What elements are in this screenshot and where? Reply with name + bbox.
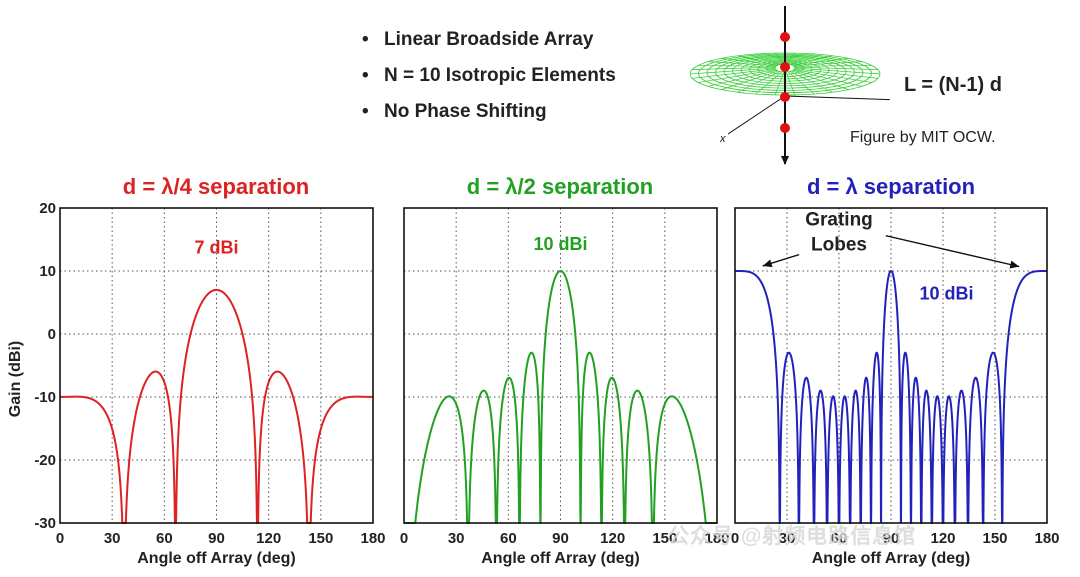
- array-element-dot: [780, 92, 790, 102]
- y-tick-label: 20: [39, 200, 56, 217]
- x-tick-label: 150: [308, 530, 333, 547]
- pattern-mesh-spoke: [698, 69, 776, 83]
- peak-gain-label: 10 dBi: [533, 234, 587, 254]
- x-tick-label: 90: [552, 530, 569, 547]
- y-tick-label: -10: [34, 389, 56, 406]
- grating-lobes-label: Lobes: [811, 235, 867, 256]
- x-tick-label: 90: [208, 530, 225, 547]
- pattern-mesh-spoke: [737, 71, 781, 93]
- x-axis-line: [727, 95, 786, 135]
- pattern-mesh-spoke: [708, 70, 777, 87]
- pattern-mesh-spoke: [793, 61, 862, 66]
- pattern-mesh-spoke: [789, 55, 833, 65]
- pattern-mesh-spoke: [690, 67, 776, 75]
- gain-curve: [404, 269, 717, 524]
- pattern-mesh-spoke: [755, 71, 783, 95]
- pattern-mesh-spoke: [698, 65, 776, 67]
- arrowhead-icon: [1009, 260, 1020, 269]
- x-tick-label: 60: [831, 530, 848, 547]
- pattern-mesh-spoke: [789, 71, 833, 93]
- x-tick-label: 0: [56, 530, 64, 547]
- x-tick-label: 120: [930, 530, 955, 547]
- x-tick-label: 30: [448, 530, 465, 547]
- y-tick-label: 10: [39, 263, 56, 280]
- chart-2-plot: 0 30 60 90 120 150 180 Angle off Array (deg) 10 …: [400, 207, 730, 567]
- plot-frame: [403, 207, 718, 524]
- pattern-mesh-spoke: [794, 67, 881, 75]
- pattern-mesh-spoke: [708, 61, 777, 66]
- chart-1-title: d = λ/4 separation: [122, 174, 310, 199]
- pattern-mesh-spoke: [774, 71, 785, 96]
- gain-curve: [60, 288, 373, 524]
- bullet-item: • Linear Broadside Array: [362, 29, 594, 50]
- x-tick-label: 120: [600, 530, 625, 547]
- x-tick-label: 120: [256, 530, 281, 547]
- pattern-mesh-spoke: [692, 66, 776, 70]
- pattern-mesh-spoke: [721, 70, 779, 90]
- pattern-mesh-spoke: [791, 58, 849, 66]
- pattern-mesh-spoke: [785, 71, 796, 96]
- peak-gain-label: 10 dBi: [919, 283, 973, 303]
- watermark: 公众号 @射频电路信息馆: [668, 525, 917, 548]
- pattern-mesh-spoke: [787, 53, 815, 65]
- y-tick-label: 0: [48, 326, 56, 343]
- x-tick-label: 30: [104, 530, 121, 547]
- pattern-mesh-spoke: [787, 71, 815, 95]
- chart-2-title: d = λ/2 separation: [466, 174, 654, 199]
- plot-frame: [59, 207, 374, 524]
- pattern-mesh-spoke: [692, 68, 776, 79]
- x-tick-label: 180: [360, 530, 385, 547]
- arrowhead-icon: [762, 259, 773, 268]
- pattern-mesh-spoke: [794, 69, 872, 83]
- y-axis-line: [784, 95, 890, 101]
- peak-gain-label: 7 dBi: [194, 237, 238, 257]
- array-elements: [780, 32, 790, 133]
- pattern-mesh-spoke: [737, 55, 781, 65]
- bullet-item: • No Phase Shifting: [362, 101, 547, 122]
- pattern-mesh-spoke: [794, 66, 878, 70]
- x-tick-label: 150: [652, 530, 677, 547]
- pattern-mesh-spoke: [793, 70, 862, 87]
- array-length-formula: L = (N-1) d: [904, 74, 1002, 96]
- x-tick-label: 60: [156, 530, 173, 547]
- y-tick-label: -30: [34, 515, 56, 532]
- y-tick-label: -20: [34, 452, 56, 469]
- x-tick-label: 180: [1034, 530, 1059, 547]
- pattern-mesh-spoke: [794, 65, 872, 67]
- chart-1-plot: 0 30 60 90 120 150 180 -30 -20 -10 0 10 20 Angle off …: [34, 200, 385, 567]
- pattern-mesh-spoke: [791, 70, 849, 90]
- x-tick-label: 0: [731, 530, 739, 547]
- x-axis-letter: x: [719, 133, 726, 145]
- axis-arrow-icon: [781, 156, 789, 165]
- pattern-mesh-spoke: [755, 53, 783, 65]
- pattern-mesh-spoke: [785, 52, 796, 65]
- array-pattern-figure: y x: [690, 6, 890, 165]
- chart-3-plot: 0 30 60 90 120 150 180 Angle off Array (deg) 10 …: [731, 207, 1060, 567]
- x-tick-label: 90: [883, 530, 900, 547]
- chart-3-title: d = λ separation: [806, 174, 976, 199]
- x-axis-title: Angle off Array (deg): [481, 550, 640, 567]
- pattern-mesh-spoke: [774, 52, 785, 65]
- array-element-dot: [780, 32, 790, 42]
- grating-lobes-label: Grating: [805, 210, 873, 231]
- bullet-list: • Linear Broadside Array • N = 10 Isotropi…: [362, 26, 616, 134]
- annotation-arrow: [885, 235, 1020, 268]
- x-axis-title: Angle off Array (deg): [137, 550, 296, 567]
- x-tick-label: 150: [982, 530, 1007, 547]
- x-axis-title: Angle off Array (deg): [812, 550, 971, 567]
- pattern-mesh-spoke: [721, 58, 779, 66]
- array-element-dot: [780, 123, 790, 133]
- array-element-dot: [780, 62, 790, 72]
- x-tick-label: 30: [779, 530, 796, 547]
- x-tick-label: 60: [500, 530, 517, 547]
- pattern-mesh-spoke: [794, 68, 878, 79]
- gain-curve: [735, 269, 1047, 524]
- bullet-item: • N = 10 Isotropic Elements: [362, 65, 616, 86]
- x-tick-label: 0: [400, 530, 408, 547]
- x-tick-label: 180: [704, 530, 729, 547]
- plot-frame: [734, 207, 1048, 524]
- figure-credit: Figure by MIT OCW.: [850, 129, 996, 146]
